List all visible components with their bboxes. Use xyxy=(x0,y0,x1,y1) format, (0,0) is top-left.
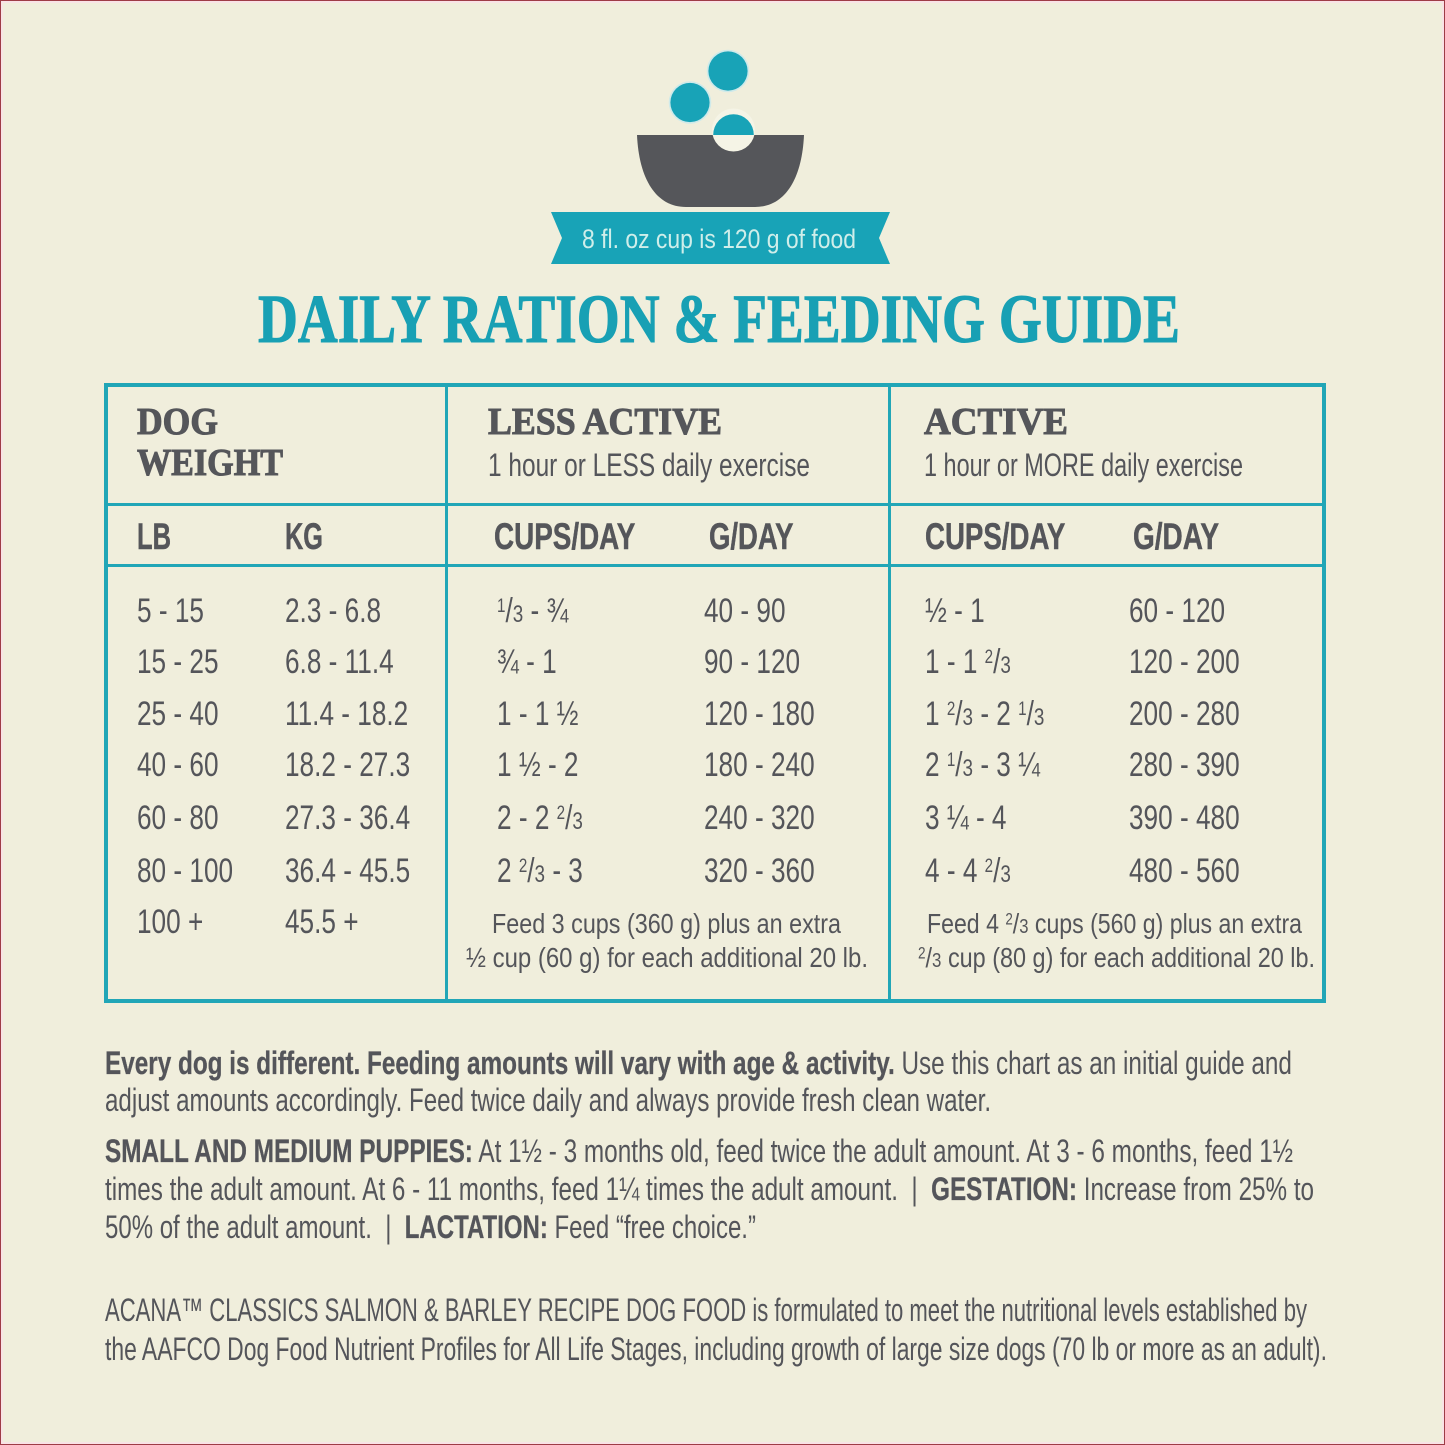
svg-text:8 fl. oz cup is 120 g of food: 8 fl. oz cup is 120 g of food xyxy=(582,224,856,254)
